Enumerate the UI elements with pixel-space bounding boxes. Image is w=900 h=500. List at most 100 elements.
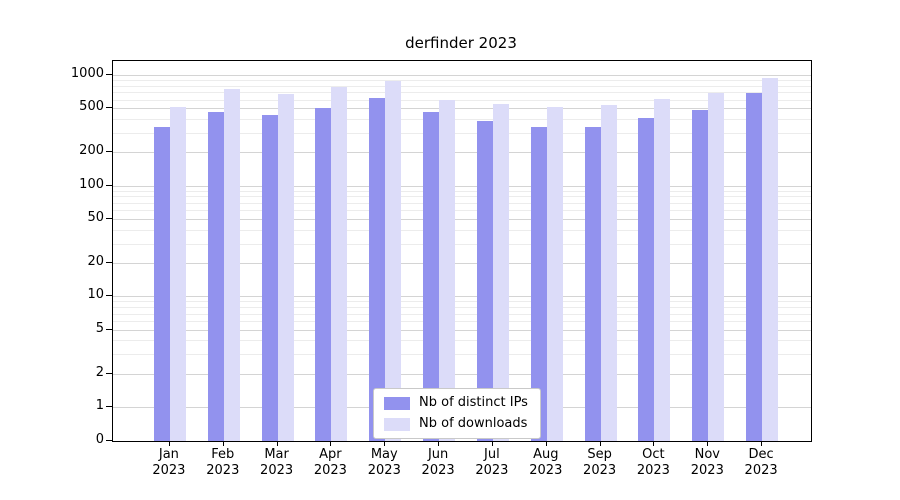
bar-distinct-ips — [584, 126, 601, 441]
y-gridline-major — [113, 185, 811, 187]
bar-distinct-ips — [476, 120, 493, 441]
y-gridline-major — [113, 75, 811, 76]
y-tick-mark — [106, 151, 112, 153]
y-tick-mark — [106, 372, 112, 374]
bar-distinct-ips — [423, 111, 440, 441]
x-tick-mark — [276, 441, 278, 446]
y-gridline-minor — [113, 313, 811, 315]
y-tick-mark — [106, 328, 112, 330]
x-tick-label: Nov 2023 — [690, 447, 724, 478]
legend: Nb of distinct IPs Nb of downloads — [373, 388, 541, 439]
x-tick-label: Jun 2023 — [421, 447, 455, 478]
y-gridline-minor — [113, 132, 811, 134]
x-tick-mark — [438, 441, 440, 446]
x-tick-mark — [545, 441, 547, 446]
y-tick-label: 500 — [79, 99, 104, 115]
x-tick-mark — [222, 441, 224, 446]
bar-downloads — [277, 94, 294, 441]
x-tick-mark — [653, 441, 655, 446]
y-tick-mark — [106, 440, 112, 441]
x-tick-mark — [384, 441, 386, 446]
bar-downloads — [439, 100, 456, 441]
y-tick-label: 0 — [95, 432, 104, 447]
x-tick-mark — [491, 441, 493, 446]
y-gridline-minor — [113, 119, 811, 120]
x-tick-label: Sep 2023 — [583, 447, 617, 478]
bar-distinct-ips — [315, 107, 332, 441]
y-tick-label: 5 — [95, 320, 104, 336]
y-tick-label: 1 — [95, 398, 104, 413]
y-tick-label: 50 — [87, 210, 104, 225]
bar-downloads — [331, 86, 348, 441]
x-tick-mark — [761, 441, 763, 446]
y-gridline-major — [113, 296, 811, 298]
x-tick-mark — [707, 441, 709, 446]
y-gridline-minor — [113, 307, 811, 309]
bar-downloads — [223, 88, 240, 441]
x-tick-mark — [168, 441, 170, 446]
legend-swatch-downloads — [384, 417, 410, 431]
legend-item-distinct-ips: Nb of distinct IPs — [384, 395, 528, 411]
y-gridline-major — [113, 152, 811, 154]
y-gridline-major — [113, 263, 811, 264]
y-gridline-minor — [113, 320, 811, 322]
x-tick-label: Dec 2023 — [744, 447, 778, 478]
bar-downloads — [492, 104, 509, 441]
x-tick-label: Jan 2023 — [152, 447, 186, 478]
bar-downloads — [654, 99, 671, 441]
x-tick-label: Jul 2023 — [475, 447, 509, 478]
legend-item-downloads: Nb of downloads — [384, 416, 528, 432]
y-gridline-minor — [113, 243, 811, 245]
y-tick-mark — [106, 218, 112, 219]
y-tick-mark — [106, 406, 112, 407]
y-tick-mark — [106, 184, 112, 186]
bar-distinct-ips — [638, 117, 655, 441]
y-gridline-minor — [113, 190, 811, 192]
y-tick-mark — [106, 74, 112, 75]
y-tick-label: 2 — [95, 364, 104, 380]
y-gridline-minor — [113, 85, 811, 87]
y-gridline-minor — [113, 80, 811, 82]
y-tick-label: 100 — [79, 176, 104, 192]
bar-downloads — [600, 105, 617, 441]
y-gridline-major — [113, 219, 811, 220]
bar-distinct-ips — [692, 110, 709, 441]
chart-title: derfinder 2023 — [405, 34, 517, 52]
y-gridline-major — [113, 108, 811, 110]
bar-distinct-ips — [261, 115, 278, 441]
y-tick-label: 200 — [79, 143, 104, 159]
y-gridline-minor — [113, 210, 811, 212]
bar-distinct-ips — [369, 98, 386, 441]
y-gridline-minor — [113, 202, 811, 204]
y-gridline-minor — [113, 229, 811, 231]
x-tick-label: Aug 2023 — [529, 447, 563, 478]
y-gridline-minor — [113, 99, 811, 101]
legend-label-downloads: Nb of downloads — [419, 416, 528, 431]
y-tick-label: 1000 — [70, 66, 104, 81]
x-tick-label: Mar 2023 — [260, 447, 294, 478]
plot-area — [112, 60, 812, 442]
bar-downloads — [385, 81, 402, 441]
y-tick-label: 10 — [87, 287, 104, 303]
x-tick-label: May 2023 — [367, 447, 401, 478]
x-tick-label: Apr 2023 — [313, 447, 347, 478]
bar-distinct-ips — [153, 126, 170, 441]
legend-swatch-ips — [384, 396, 410, 410]
bar-downloads — [762, 78, 779, 441]
bar-downloads — [708, 93, 725, 441]
y-gridline-major — [113, 373, 811, 375]
y-tick-label: 20 — [87, 254, 104, 269]
y-tick-mark — [106, 295, 112, 297]
x-tick-mark — [599, 441, 601, 446]
y-gridline-major — [113, 329, 811, 331]
y-tick-mark — [106, 107, 112, 109]
y-gridline-minor — [113, 354, 811, 356]
y-gridline-minor — [113, 196, 811, 198]
x-tick-label: Feb 2023 — [206, 447, 240, 478]
y-gridline-minor — [113, 92, 811, 94]
bar-distinct-ips — [207, 111, 224, 441]
bar-downloads — [169, 106, 186, 441]
y-gridline-minor — [113, 340, 811, 342]
bar-downloads — [546, 106, 563, 441]
